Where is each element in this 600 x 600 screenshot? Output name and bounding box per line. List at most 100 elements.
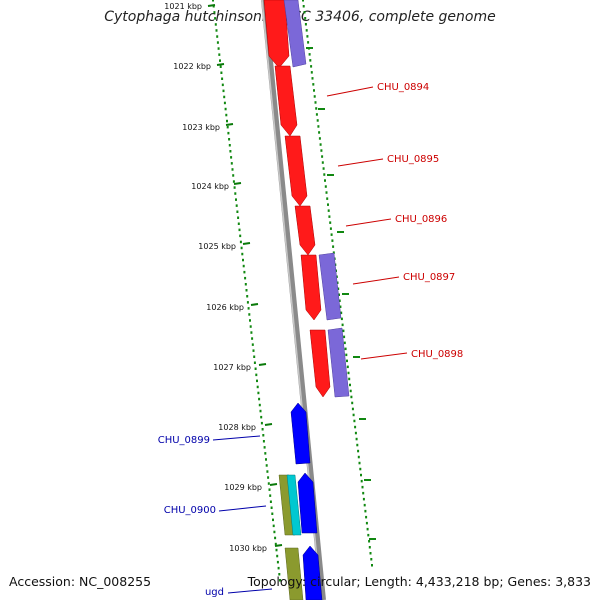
gc-dot xyxy=(234,192,237,195)
gc-dot xyxy=(308,53,311,56)
gc-dot xyxy=(276,560,279,564)
gc-dot xyxy=(360,479,363,483)
gc-dot xyxy=(302,0,304,2)
gc-dot xyxy=(362,497,365,501)
gc-content-dots-right xyxy=(302,0,376,567)
gc-dot xyxy=(302,5,305,8)
gc-dot xyxy=(228,144,231,147)
gene-label-CHU_0898: CHU_0898 xyxy=(360,349,463,360)
cds-cyan-block xyxy=(286,474,302,536)
gc-dot xyxy=(322,167,325,170)
gc-dot xyxy=(317,125,320,128)
gc-dot xyxy=(268,488,271,491)
gc-dot xyxy=(265,458,267,461)
gc-dot xyxy=(264,452,267,455)
gc-dot xyxy=(350,395,353,399)
tick-1029: 1029 kbp xyxy=(224,483,278,492)
tick-label: 1027 kbp xyxy=(213,363,251,372)
gc-dot xyxy=(249,325,252,328)
gc-dot xyxy=(341,323,344,327)
gc-dot xyxy=(305,29,308,32)
gc-dot xyxy=(270,506,273,509)
tick-1022: 1022 kbp xyxy=(173,62,225,71)
gc-dot xyxy=(257,391,260,395)
tick-1025: 1025 kbp xyxy=(198,242,251,251)
gc-dot xyxy=(249,319,251,322)
gc-dot xyxy=(312,83,315,86)
gc-dot xyxy=(272,524,275,528)
gc-dot xyxy=(310,65,313,68)
gc-dot xyxy=(271,512,274,515)
gc-dot xyxy=(242,264,245,268)
gc-dot xyxy=(276,554,279,558)
tick-1030: 1030 kbp xyxy=(229,544,283,553)
gc-dot xyxy=(321,155,324,158)
gc-dot xyxy=(306,35,309,38)
gc-dot xyxy=(247,307,250,310)
gene-label-CHU_0899: CHU_0899 xyxy=(158,435,261,446)
gene-label-ugd: ugd xyxy=(205,587,273,598)
gc-dot xyxy=(279,579,281,582)
cds-cog-block xyxy=(283,0,307,68)
gc-dot xyxy=(260,415,263,419)
gc-dot xyxy=(323,173,326,176)
gc-dot xyxy=(262,434,265,437)
gc-dot xyxy=(342,329,345,333)
gc-dot xyxy=(316,119,319,122)
gc-dot xyxy=(221,83,224,87)
gc-dot xyxy=(212,5,215,8)
gc-dot xyxy=(304,23,307,26)
gene-name: CHU_0895 xyxy=(387,154,439,165)
gc-dot xyxy=(321,161,324,164)
gc-dot xyxy=(319,143,322,146)
tick-1026: 1026 kbp xyxy=(206,303,259,312)
gc-dot xyxy=(368,546,371,549)
gc-dot xyxy=(329,221,332,224)
gc-dot xyxy=(339,305,342,308)
gc-dot xyxy=(267,482,270,485)
gc-dot xyxy=(318,137,321,140)
gc-dot xyxy=(354,431,357,435)
gc-dot xyxy=(243,270,246,274)
gc-dot xyxy=(248,313,251,316)
gc-dot xyxy=(235,198,237,201)
cds-reverse xyxy=(297,472,318,534)
gc-dot xyxy=(242,258,244,262)
gc-dot xyxy=(336,281,339,284)
gc-dot xyxy=(340,311,343,315)
gc-dot xyxy=(357,455,360,459)
gc-dot xyxy=(227,131,230,135)
gc-dot xyxy=(250,331,253,334)
gc-dot xyxy=(244,276,247,280)
gc-dot xyxy=(245,289,248,292)
cds-reverse xyxy=(290,402,311,465)
gc-dot xyxy=(346,359,348,363)
gene-name: CHU_0899 xyxy=(158,435,210,446)
gc-dot xyxy=(354,425,357,429)
gc-dot xyxy=(223,101,226,105)
cds-forward xyxy=(274,65,298,137)
gc-dot xyxy=(328,215,331,218)
gc-dot xyxy=(256,385,259,389)
gc-dot xyxy=(230,156,233,159)
gc-dot xyxy=(303,11,306,14)
gc-dot xyxy=(214,17,217,20)
gc-dot xyxy=(348,377,351,381)
gc-dot xyxy=(255,373,258,377)
gc-dot xyxy=(218,53,221,56)
gc-dot xyxy=(358,461,361,465)
gc-dot xyxy=(324,179,326,182)
gc-dot xyxy=(236,210,239,213)
gc-dot xyxy=(223,95,226,99)
cds-forward xyxy=(300,254,322,321)
gene-label-CHU_0897: CHU_0897 xyxy=(352,272,455,285)
gc-dot xyxy=(331,239,334,242)
gc-dot xyxy=(217,47,220,50)
gc-dot xyxy=(325,191,328,194)
gene-label-CHU_0894: CHU_0894 xyxy=(326,82,429,97)
gene-label-CHU_0896: CHU_0896 xyxy=(345,214,447,227)
tick-label: 1023 kbp xyxy=(182,123,220,132)
gc-dot xyxy=(233,186,236,189)
gc-dot xyxy=(345,353,348,357)
